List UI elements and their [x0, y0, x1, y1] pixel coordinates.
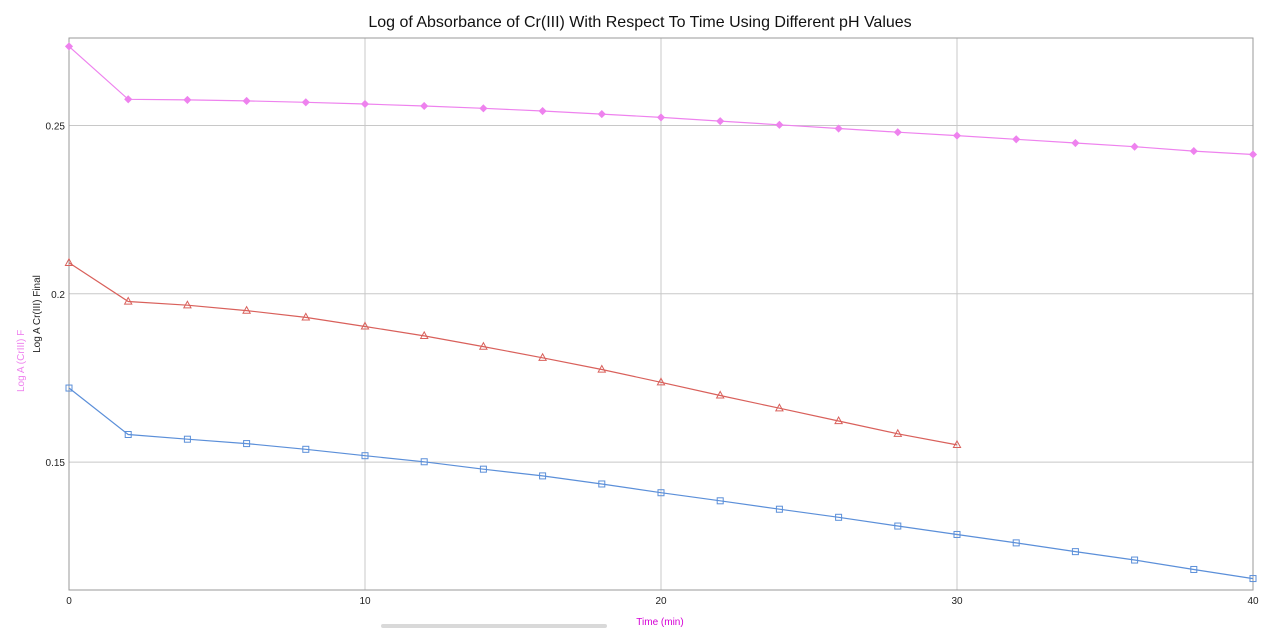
- tick-labels: 0 10 20 30 40 0.15 0.2 0.25: [46, 122, 1259, 607]
- series-layer: [64, 42, 1258, 583]
- data-point: [834, 415, 844, 425]
- data-point: [64, 257, 74, 266]
- data-point: [598, 480, 606, 488]
- data-point: [1012, 539, 1020, 547]
- plot-frame: [68, 37, 1254, 591]
- data-point: [656, 113, 666, 122]
- data-point: [952, 131, 962, 140]
- x-tick-label: 20: [655, 596, 667, 607]
- data-point: [1131, 556, 1139, 564]
- data-point: [124, 430, 132, 438]
- data-point: [243, 440, 251, 448]
- data-point: [1249, 575, 1257, 583]
- data-point: [835, 513, 843, 521]
- data-point: [124, 95, 133, 104]
- data-point: [242, 96, 251, 106]
- y-tick-label: 0.25: [46, 122, 66, 133]
- data-point: [65, 384, 73, 392]
- data-point: [775, 120, 784, 129]
- data-point: [1130, 142, 1139, 151]
- data-point: [301, 312, 311, 321]
- data-point: [123, 296, 133, 305]
- data-point: [893, 128, 902, 137]
- data-point: [952, 439, 962, 449]
- y-axis-label-primary: Log A Cr(III) Final: [32, 275, 43, 353]
- x-axis-label: Time (min): [636, 617, 683, 628]
- series-line: [68, 262, 958, 446]
- data-point: [1248, 150, 1258, 159]
- chart-title: Log of Absorbance of Cr(III) With Respec…: [368, 14, 911, 31]
- data-point: [716, 117, 725, 126]
- data-point: [539, 472, 547, 480]
- data-point: [361, 452, 369, 460]
- data-point: [419, 330, 429, 339]
- data-point: [715, 390, 725, 399]
- x-tick-label: 0: [66, 596, 72, 607]
- data-point: [656, 377, 666, 386]
- x-tick-label: 10: [359, 596, 371, 607]
- data-point: [1071, 548, 1079, 556]
- y-tick-label: 0.15: [46, 458, 66, 469]
- y-axis-label-secondary: Log A (CrIII) F: [16, 330, 27, 392]
- data-point: [301, 98, 310, 107]
- data-point: [420, 101, 429, 111]
- data-point: [894, 522, 902, 530]
- data-point: [834, 124, 843, 133]
- data-point: [182, 300, 192, 309]
- data-point: [657, 489, 665, 497]
- series-line: [68, 387, 1254, 580]
- data-point: [716, 497, 724, 505]
- data-point: [420, 458, 428, 466]
- data-point: [183, 95, 192, 104]
- series-2: [64, 257, 962, 449]
- data-point: [479, 104, 488, 113]
- data-point: [775, 505, 783, 513]
- data-point: [1012, 135, 1021, 144]
- data-point: [597, 110, 606, 119]
- data-point: [360, 99, 370, 109]
- x-tick-label: 40: [1247, 596, 1259, 607]
- x-tick-label: 30: [951, 596, 963, 607]
- data-point: [893, 428, 903, 437]
- horizontal-scrollbar-thumb[interactable]: [381, 624, 607, 628]
- data-point: [538, 352, 548, 361]
- data-point: [302, 445, 310, 453]
- data-point: [538, 106, 547, 116]
- data-point: [774, 403, 784, 412]
- data-point: [478, 341, 488, 350]
- data-point: [242, 305, 252, 314]
- y-tick-label: 0.2: [51, 290, 65, 301]
- data-point: [479, 465, 487, 473]
- data-point: [953, 530, 961, 538]
- data-point: [64, 42, 74, 51]
- data-point: [1071, 138, 1080, 148]
- series-1: [64, 42, 1258, 159]
- data-point: [597, 364, 607, 373]
- data-point: [183, 435, 191, 443]
- data-point: [1189, 147, 1198, 156]
- data-point: [360, 321, 370, 330]
- data-point: [1190, 565, 1198, 573]
- series-3: [65, 384, 1257, 583]
